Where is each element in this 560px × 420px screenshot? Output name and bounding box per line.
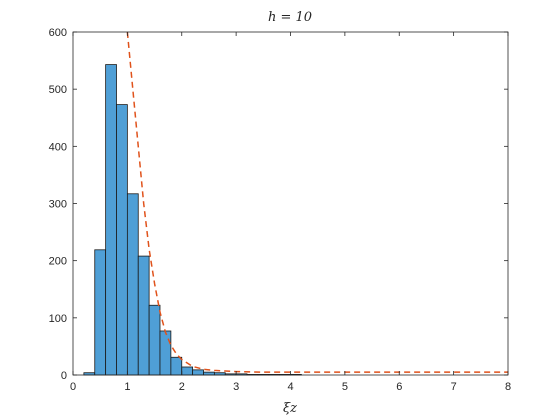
histogram-bar (159, 330, 172, 376)
x-tick-label: 5 (342, 381, 348, 393)
y-tick-label: 400 (49, 141, 67, 153)
histogram-bar (94, 249, 107, 376)
y-tick-label: 200 (49, 256, 67, 268)
histogram-bar (105, 64, 117, 376)
x-tick-label: 4 (287, 381, 293, 393)
histogram-bar (170, 356, 183, 376)
x-tick-label: 3 (233, 381, 239, 393)
histogram-bar (148, 304, 161, 376)
histogram-bar (126, 193, 139, 376)
histogram-bar (181, 366, 194, 376)
x-tick-label: 2 (179, 381, 185, 393)
histogram-bar (192, 369, 204, 376)
fit-curve (126, 31, 508, 373)
histogram-bar (203, 371, 215, 376)
x-tick-label: 1 (124, 381, 130, 393)
x-axis-label: ξz (283, 401, 297, 416)
y-axis-ticks: 0 100 200 300 400 500 600 (49, 27, 508, 382)
histogram-bar (116, 104, 128, 376)
x-axis-ticks: 0 1 2 3 4 5 6 7 8 (70, 32, 511, 393)
y-tick-label: 500 (49, 84, 67, 96)
x-tick-label: 8 (505, 381, 511, 393)
x-tick-label: 7 (451, 381, 457, 393)
histogram-bar (137, 255, 150, 376)
y-tick-label: 300 (49, 199, 67, 211)
y-tick-label: 600 (49, 27, 67, 39)
x-tick-label: 0 (70, 381, 76, 393)
chart-title: h = 10 (268, 10, 312, 25)
y-tick-label: 100 (49, 313, 67, 325)
y-tick-label: 0 (61, 370, 67, 382)
x-tick-label: 6 (396, 381, 402, 393)
